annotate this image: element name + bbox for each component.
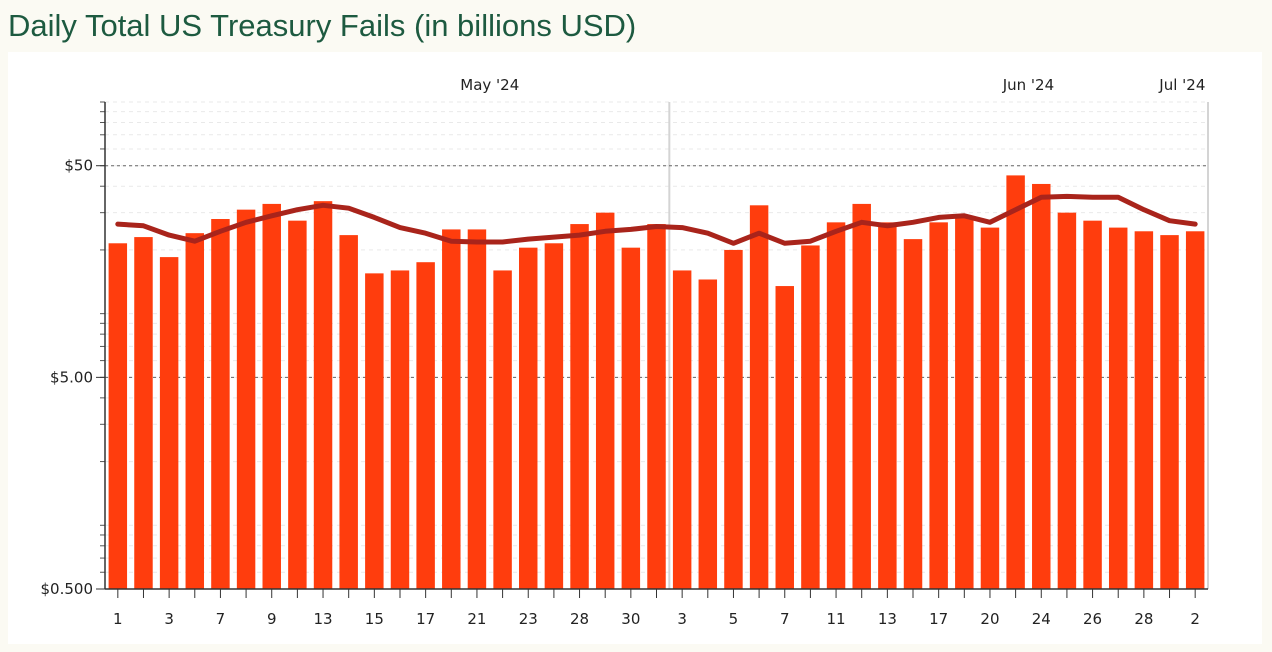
bar	[647, 224, 666, 589]
average-line	[115, 193, 1198, 246]
x-tick-label: 30	[621, 610, 640, 628]
x-tick-label: 11	[827, 610, 846, 628]
bar	[698, 279, 718, 589]
x-tick-label: 15	[365, 610, 384, 628]
bar	[1006, 175, 1025, 589]
bar	[749, 205, 769, 589]
bar	[134, 237, 153, 589]
y-tick-label: $5.00	[50, 368, 93, 386]
bar	[339, 235, 358, 590]
x-tick-label: 5	[729, 610, 739, 628]
x-tick-label: 3	[677, 610, 687, 628]
bar	[878, 222, 897, 590]
bar	[570, 224, 589, 589]
bar	[519, 247, 538, 590]
x-tick-label: 7	[780, 610, 790, 628]
bar	[929, 222, 948, 590]
x-tick-label: 13	[878, 610, 897, 628]
bar	[442, 229, 461, 589]
x-tick-label: 24	[1032, 610, 1051, 628]
bar	[108, 243, 128, 589]
month-label: May '24	[460, 76, 519, 94]
bar	[211, 219, 230, 590]
bar	[724, 249, 743, 590]
bar	[1108, 227, 1128, 589]
month-label: Jul '24	[1158, 76, 1205, 94]
bar	[621, 247, 641, 590]
x-tick-label: 26	[1083, 610, 1102, 628]
bar	[775, 286, 794, 589]
x-tick-label: 9	[267, 610, 277, 628]
x-tick-label: 20	[980, 610, 999, 628]
y-tick-label: $0.500	[41, 580, 94, 598]
bar	[955, 217, 974, 589]
y-tick-label: $50	[64, 157, 93, 175]
bar	[903, 239, 923, 589]
bar	[1032, 183, 1051, 590]
bar	[1083, 220, 1102, 590]
x-tick-label: 2	[1190, 610, 1200, 628]
x-tick-label: 28	[570, 610, 589, 628]
x-tick-label: 13	[313, 610, 332, 628]
bar	[365, 273, 384, 589]
bar	[467, 229, 487, 589]
x-tick-label: 23	[519, 610, 538, 628]
bar	[1134, 231, 1154, 589]
bar	[1185, 231, 1205, 589]
bar	[493, 270, 512, 589]
month-label: Jun '24	[1002, 76, 1054, 94]
x-tick-label: 17	[416, 610, 435, 628]
bar	[826, 222, 846, 590]
x-tick-label: 3	[164, 610, 174, 628]
bar	[672, 270, 692, 589]
bar	[236, 209, 256, 589]
bar	[313, 201, 333, 589]
x-tick-label: 21	[467, 610, 486, 628]
x-tick-label: 28	[1134, 610, 1153, 628]
bar	[801, 245, 820, 589]
bar	[262, 203, 281, 589]
bar	[1057, 212, 1077, 589]
bar	[390, 270, 410, 589]
x-tick-label: 7	[216, 610, 226, 628]
bar	[544, 243, 564, 589]
bar	[1160, 235, 1179, 590]
bar	[185, 233, 205, 589]
bar	[852, 203, 871, 589]
chart-title: Daily Total US Treasury Fails (in billio…	[8, 8, 637, 43]
chart-panel: $50 $5.00 $0.500 1 3 7 9 13 15 17 21 23 28 30 3 5 7 11 13 1…	[8, 52, 1262, 644]
bar	[980, 227, 1000, 589]
x-tick-label: 1	[113, 610, 123, 628]
bar	[416, 262, 435, 589]
bar	[595, 212, 615, 589]
x-tick-label: 17	[929, 610, 948, 628]
bar	[288, 220, 307, 590]
bar	[159, 257, 179, 589]
